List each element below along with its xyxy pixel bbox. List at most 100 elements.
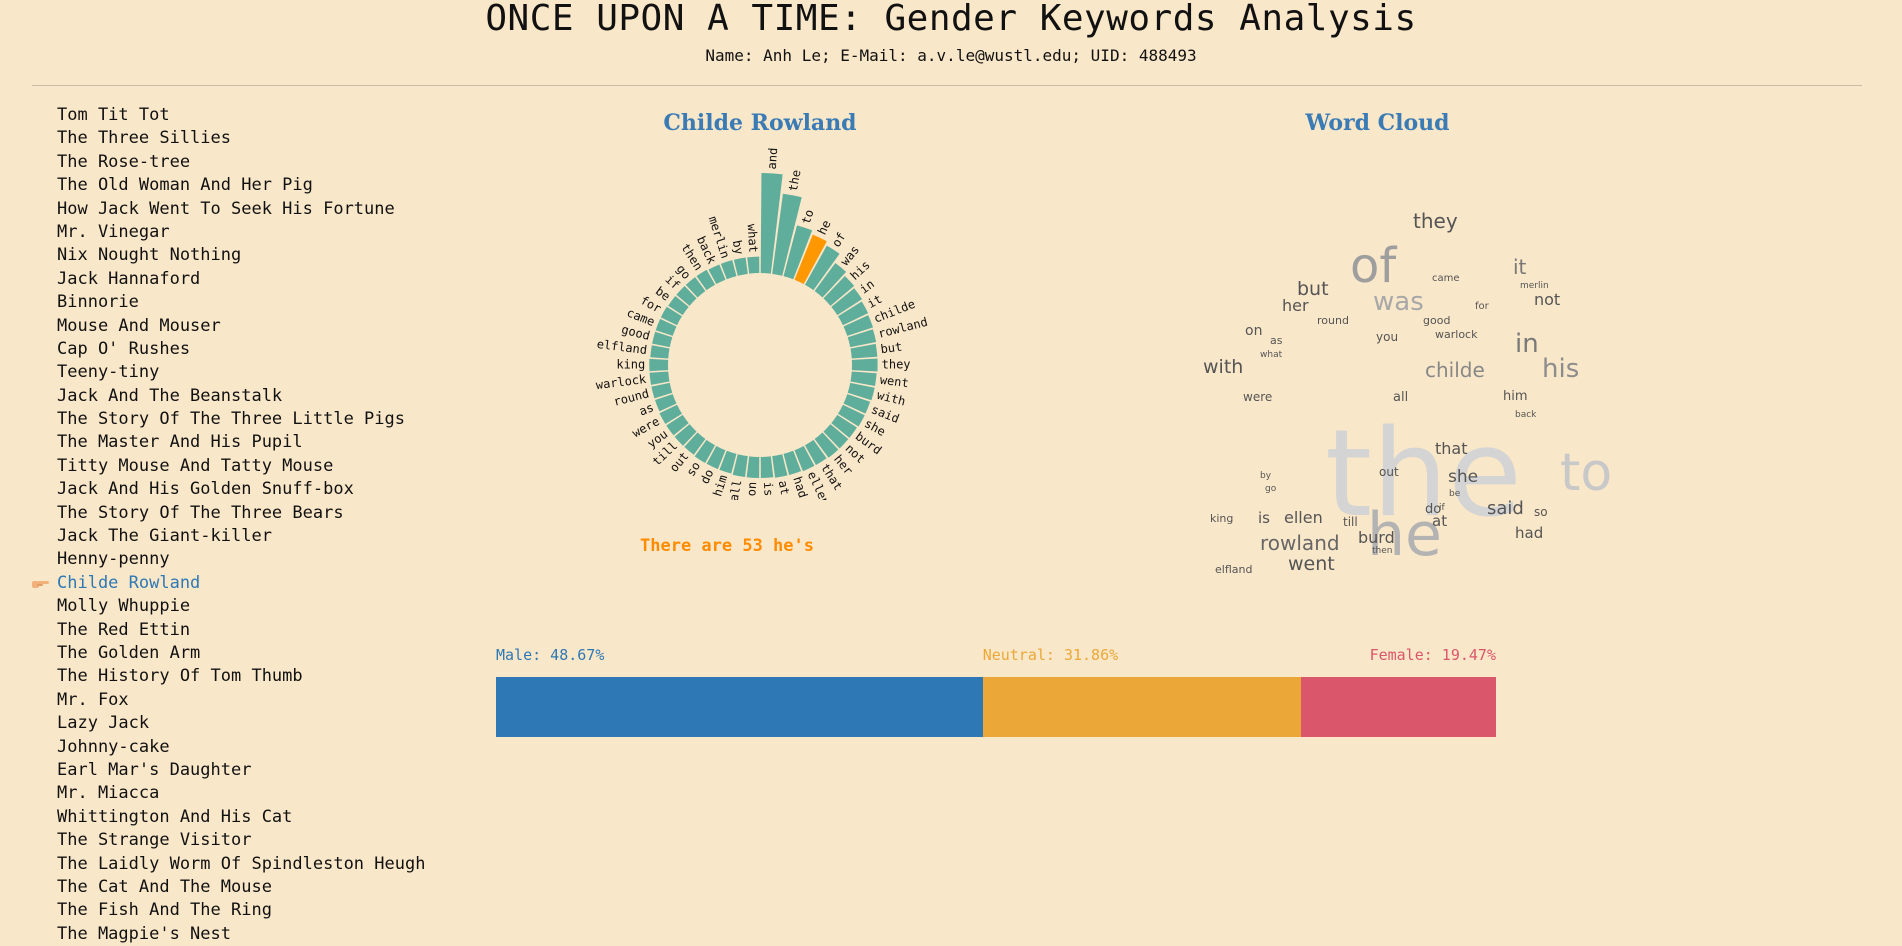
story-item[interactable]: The Magpie's Nest [32,923,452,946]
story-item[interactable]: How Jack Went To Seek His Fortune [32,198,452,221]
story-item[interactable]: Childe Rowland [32,572,452,595]
story-item[interactable]: The Story Of The Three Bears [32,502,452,525]
story-item[interactable]: Henny-penny [32,548,452,571]
radial-bar-round[interactable] [651,382,673,399]
story-item[interactable]: The History Of Tom Thumb [32,665,452,688]
story-item[interactable]: The Cat And The Mouse [32,876,452,899]
story-item[interactable]: Jack The Giant-killer [32,525,452,548]
cloud-word-his: his [1542,354,1579,384]
story-item[interactable]: Jack And His Golden Snuff-box [32,478,452,501]
story-item[interactable]: Tom Tit Tot [32,104,452,127]
story-item[interactable]: The Laidly Worm Of Spindleston Heugh [32,853,452,876]
radial-bar-that[interactable] [804,439,827,465]
radial-bar-in[interactable] [831,288,863,316]
radial-bar-came[interactable] [655,318,677,336]
radial-bar-be[interactable] [668,296,689,316]
radial-bar-had[interactable] [783,450,802,476]
story-item[interactable]: The Three Sillies [32,127,452,150]
story-item[interactable]: Cap O' Rushes [32,338,452,361]
story-item-label: The Master And His Pupil [57,432,303,453]
radial-bar-rowland[interactable] [847,329,877,348]
radial-bar-you[interactable] [666,414,689,436]
radial-bar-her[interactable] [814,432,839,458]
radial-bar-out[interactable] [684,432,706,455]
radial-bar-as[interactable] [654,394,677,412]
radial-bar-on[interactable] [746,456,760,479]
story-item[interactable]: Whittington And His Cat [32,806,452,829]
story-item[interactable]: Mr. Miacca [32,782,452,805]
radial-label-is: is [761,481,776,496]
story-item-label: The Rose-tree [57,151,191,172]
radial-bar-but[interactable] [850,343,878,359]
radial-bar-he[interactable] [794,234,827,285]
radial-bar-go[interactable] [685,277,706,298]
radial-bar-ellen[interactable] [794,445,815,472]
radial-bar-what[interactable] [747,256,760,274]
cloud-word-burd: burd [1358,528,1395,547]
radial-label-on: on [744,481,759,496]
radial-bar-back[interactable] [708,264,726,285]
radial-bar-him[interactable] [719,450,737,474]
radial-bar-merlin[interactable] [720,260,737,280]
story-item[interactable]: Mr. Fox [32,689,452,712]
radial-bar-to[interactable] [783,225,813,280]
radial-bar-childe[interactable] [843,315,874,336]
story-item[interactable]: The Rose-tree [32,151,452,174]
radial-bar-she[interactable] [838,404,865,427]
story-item[interactable]: Teeny-tiny [32,361,452,384]
radial-bar-not[interactable] [823,424,849,449]
radial-bar-with[interactable] [847,382,875,401]
story-item[interactable]: Jack Hannaford [32,268,452,291]
story-item[interactable]: The Strange Visitor [32,829,452,852]
story-item[interactable]: The Red Ettin [32,619,452,642]
radial-bar-till[interactable] [674,424,697,446]
radial-bar-king[interactable] [649,358,669,372]
radial-bar-so[interactable] [694,439,716,463]
male-bar-segment [496,677,983,737]
radial-bar-for[interactable] [660,306,682,326]
story-item[interactable]: Earl Mar's Daughter [32,759,452,782]
story-item[interactable]: The Old Woman And Her Pig [32,174,452,197]
story-item[interactable]: Titty Mouse And Tatty Mouse [32,455,452,478]
radial-bar-warlock[interactable] [649,371,670,385]
story-item[interactable]: The Fish And The Ring [32,899,452,922]
radial-bar-it[interactable] [838,301,869,326]
radial-bar-the[interactable] [772,193,802,276]
story-item[interactable]: Mouse And Mouser [32,315,452,338]
radial-bar-good[interactable] [652,331,673,348]
story-item[interactable]: The Golden Arm [32,642,452,665]
cloud-word-of: of [1350,238,1397,294]
radial-bar-his[interactable] [823,275,855,306]
radial-bar-at[interactable] [772,454,788,478]
story-item[interactable]: Nix Nought Nothing [32,244,452,267]
story-item[interactable]: Johnny-cake [32,736,452,759]
story-item-label: The Golden Arm [57,642,201,663]
radial-bar-they[interactable] [851,358,878,372]
story-item[interactable]: The Master And His Pupil [32,431,452,454]
story-item-label: Teeny-tiny [57,362,160,383]
story-item[interactable]: Mr. Vinegar [32,221,452,244]
radial-bar-went[interactable] [850,371,877,387]
radial-label-had: had [790,475,810,500]
story-item[interactable]: Molly Whuppie [32,595,452,618]
story-item[interactable]: Lazy Jack [32,712,452,735]
story-item[interactable]: Jack And The Beanstalk [32,385,452,408]
radial-bar-said[interactable] [843,394,871,414]
cloud-word-for: for [1475,301,1490,312]
radial-bar-of[interactable] [804,245,840,291]
radial-bar-burd[interactable] [831,414,857,438]
story-item[interactable]: Binnorie [32,291,452,314]
radial-bar-and[interactable] [760,173,783,274]
radial-bar-by[interactable] [733,257,748,276]
radial-bar-all[interactable] [732,454,748,478]
radial-bar-if[interactable] [676,285,697,306]
radial-bar-elfland[interactable] [650,345,670,359]
cloud-word-it: it [1513,255,1527,279]
story-item-label: Johnny-cake [57,736,170,757]
radial-bar-then[interactable] [696,269,716,291]
radial-bar-was[interactable] [814,262,847,298]
radial-bar-is[interactable] [760,456,774,479]
radial-bar-do[interactable] [706,445,726,470]
radial-bar-were[interactable] [659,404,682,425]
story-item[interactable]: The Story Of The Three Little Pigs [32,408,452,431]
